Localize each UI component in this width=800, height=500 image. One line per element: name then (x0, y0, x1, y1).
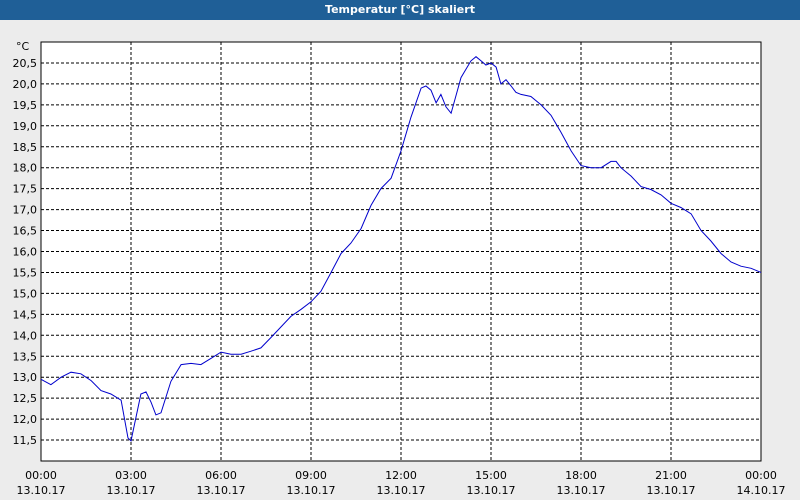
y-tick-label: 14,5 (13, 308, 38, 321)
x-tick-time-label: 00:00 (745, 469, 777, 482)
x-tick-date-label: 13.10.17 (107, 484, 156, 497)
y-tick-label: 17,0 (13, 204, 38, 217)
y-tick-label: 12,0 (13, 413, 38, 426)
x-axis-ticks: 00:00 13.10.17 03:00 13.10.17 06:00 13.10.17 0… (17, 469, 786, 497)
y-tick-label: 13,0 (13, 371, 38, 384)
y-tick-label: 13,5 (13, 350, 38, 363)
x-tick-time-label: 09:00 (295, 469, 327, 482)
y-tick-label: 11,5 (13, 434, 38, 447)
y-axis-ticks: 11,5 12,0 12,5 13,0 13,5 14,0 14,5 15,0 15,5 16,0… (13, 57, 38, 447)
x-tick-time-label: 18:00 (565, 469, 597, 482)
grid (41, 42, 761, 461)
x-tick-date-label: 13.10.17 (467, 484, 516, 497)
x-tick-time-label: 15:00 (475, 469, 507, 482)
x-tick-date-label: 13.10.17 (17, 484, 66, 497)
chart-title: Temperatur [°C] skaliert (0, 0, 800, 20)
x-tick-time-label: 06:00 (205, 469, 237, 482)
x-tick-date-label: 13.10.17 (197, 484, 246, 497)
y-tick-label: 16,5 (13, 225, 38, 238)
y-tick-label: 20,5 (13, 57, 38, 70)
y-axis-unit-label: °C (16, 40, 30, 53)
y-tick-label: 16,0 (13, 246, 38, 259)
x-tick-date-label: 13.10.17 (287, 484, 336, 497)
y-tick-label: 14,0 (13, 329, 38, 342)
x-tick-time-label: 21:00 (655, 469, 687, 482)
y-tick-label: 15,0 (13, 287, 38, 300)
y-tick-label: 19,0 (13, 120, 38, 133)
x-tick-date-label: 13.10.17 (377, 484, 426, 497)
temperature-series-line (40, 56, 762, 442)
x-tick-date-label: 13.10.17 (557, 484, 606, 497)
y-tick-label: 12,5 (13, 392, 38, 405)
x-tick-date-label: 14.10.17 (737, 484, 786, 497)
y-tick-label: 20,0 (13, 78, 38, 91)
y-tick-label: 18,0 (13, 162, 38, 175)
y-tick-label: 18,5 (13, 141, 38, 154)
y-tick-label: 17,5 (13, 183, 38, 196)
x-tick-time-label: 12:00 (385, 469, 417, 482)
x-tick-date-label: 13.10.17 (647, 484, 696, 497)
y-tick-label: 15,5 (13, 266, 38, 279)
x-tick-time-label: 00:00 (25, 469, 57, 482)
x-tick-time-label: 03:00 (115, 469, 147, 482)
y-tick-label: 19,5 (13, 99, 38, 112)
